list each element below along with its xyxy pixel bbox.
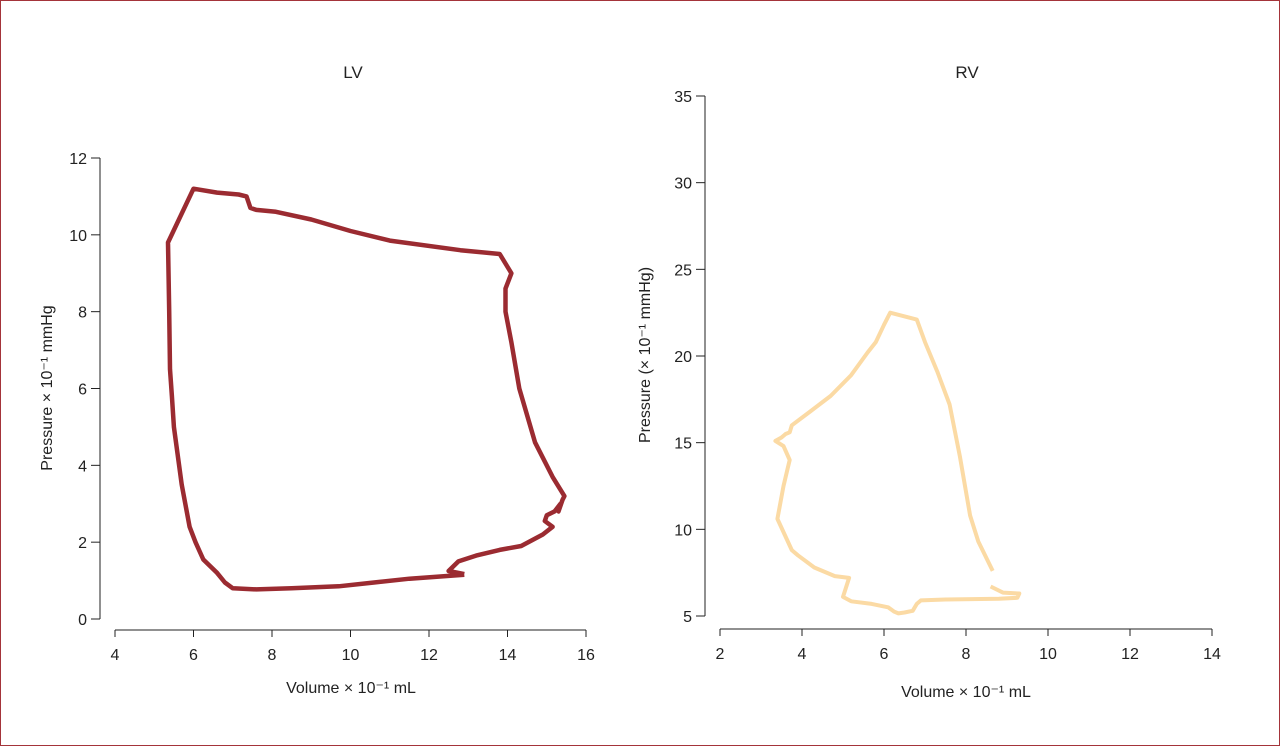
lv-x-tick-label: 8 — [268, 647, 277, 664]
lv-y-tick-label: 10 — [69, 228, 87, 245]
lv-pressure-volume-loop — [165, 186, 567, 592]
lv-x-axis-title: Volume × 10⁻¹ mL — [286, 680, 416, 697]
lv-title: LV — [343, 63, 363, 82]
rv-y-tick-label: 10 — [674, 522, 692, 539]
rv-pressure-volume-loop — [773, 310, 1022, 616]
lv-y-tick-label: 6 — [78, 382, 87, 399]
rv-axes: 2 4 6 8 10 12 14 5 10 15 20 25 30 35 — [674, 89, 1221, 663]
rv-chart: RV Volume × 10⁻¹ mL Pressure (× 10⁻¹ mmH… — [637, 63, 1221, 701]
lv-axes: 4 6 8 10 12 14 16 0 2 4 6 8 10 12 — [69, 151, 595, 664]
lv-y-tick-label: 4 — [78, 458, 87, 475]
lv-x-tick-label: 4 — [111, 647, 120, 664]
rv-y-tick-label: 30 — [674, 176, 692, 193]
lv-y-axis-title: Pressure × 10⁻¹ mmHg — [39, 305, 56, 470]
lv-x-tick-label: 14 — [499, 647, 517, 664]
lv-y-tick-label: 0 — [78, 612, 87, 629]
rv-x-tick-label: 8 — [962, 646, 971, 663]
rv-plot-area — [773, 310, 1022, 616]
lv-x-tick-label: 6 — [189, 647, 198, 664]
lv-y-tick-label: 2 — [78, 535, 87, 552]
lv-chart: LV Volume × 10⁻¹ mL Pressure × 10⁻¹ mmHg… — [39, 63, 595, 697]
rv-x-tick-label: 4 — [798, 646, 807, 663]
lv-plot-area — [165, 186, 567, 592]
lv-x-tick-label: 16 — [577, 647, 595, 664]
rv-y-tick-label: 25 — [674, 262, 692, 279]
rv-title: RV — [955, 63, 979, 82]
rv-x-tick-label: 14 — [1203, 646, 1221, 663]
rv-y-tick-label: 5 — [683, 609, 692, 626]
lv-x-tick-label: 10 — [342, 647, 360, 664]
rv-y-tick-label: 20 — [674, 349, 692, 366]
rv-y-tick-label: 35 — [674, 89, 692, 106]
rv-x-tick-label: 12 — [1121, 646, 1139, 663]
rv-x-tick-label: 2 — [716, 646, 725, 663]
lv-y-tick-label: 8 — [78, 305, 87, 322]
lv-x-tick-label: 12 — [420, 647, 438, 664]
lv-y-tick-label: 12 — [69, 151, 87, 168]
rv-y-axis-title: Pressure (× 10⁻¹ mmHg) — [637, 267, 654, 443]
rv-y-tick-label: 15 — [674, 436, 692, 453]
rv-x-tick-label: 10 — [1039, 646, 1057, 663]
rv-x-tick-label: 6 — [880, 646, 889, 663]
rv-x-axis-title: Volume × 10⁻¹ mL — [901, 684, 1031, 701]
